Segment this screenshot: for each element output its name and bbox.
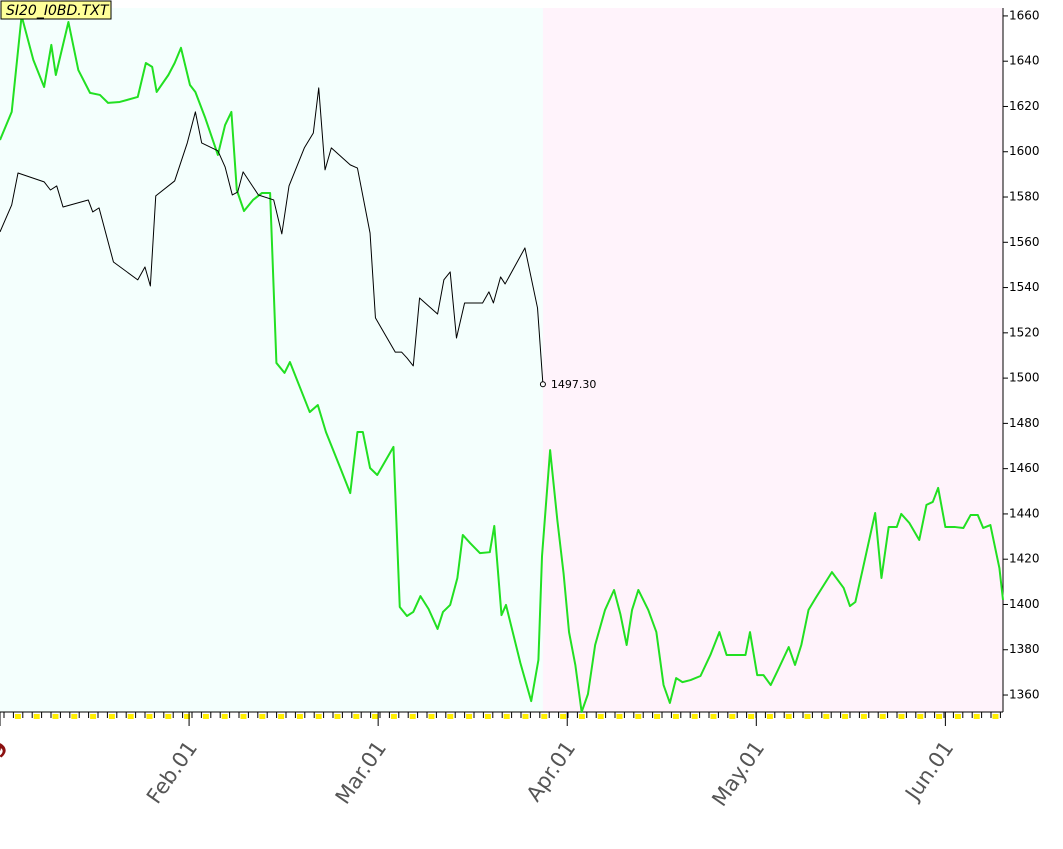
- y-tick-label: 1540: [1009, 280, 1040, 294]
- shaded-region: [0, 8, 543, 712]
- day-marker: [372, 714, 379, 719]
- shaded-region: [542, 8, 1003, 712]
- day-marker: [522, 714, 529, 719]
- day-marker: [973, 714, 980, 719]
- day-marker: [597, 714, 604, 719]
- day-marker: [560, 714, 567, 719]
- day-marker: [127, 714, 134, 719]
- day-marker: [484, 714, 491, 719]
- day-marker: [804, 714, 811, 719]
- point-marker: [539, 381, 546, 388]
- x-tick-label: Jun.01: [900, 737, 959, 807]
- series-line: [0, 14, 1004, 713]
- day-marker: [447, 714, 454, 719]
- y-tick-label: 1560: [1009, 235, 1040, 249]
- y-tick-label: 1360: [1009, 688, 1040, 702]
- day-marker: [390, 714, 397, 719]
- day-marker: [52, 714, 59, 719]
- y-tick-label: 1460: [1009, 461, 1040, 475]
- y-tick-label: 1620: [1009, 99, 1040, 113]
- day-marker: [936, 714, 943, 719]
- day-marker: [710, 714, 717, 719]
- day-marker: [315, 714, 322, 719]
- day-marker: [616, 714, 623, 719]
- y-tick-label: 1500: [1009, 371, 1040, 385]
- x-tick-label: Mar.01: [331, 737, 391, 809]
- day-marker: [202, 714, 209, 719]
- y-tick-label: 1660: [1009, 8, 1040, 22]
- day-marker: [748, 714, 755, 719]
- y-tick-label: 1520: [1009, 325, 1040, 339]
- x-tick-label: Apr.01: [522, 737, 581, 806]
- day-marker: [259, 714, 266, 719]
- day-marker: [541, 714, 548, 719]
- day-marker: [578, 714, 585, 719]
- x-tick-label: 19: [0, 737, 13, 775]
- day-marker: [992, 714, 999, 719]
- day-marker: [823, 714, 830, 719]
- day-marker: [296, 714, 303, 719]
- day-marker: [766, 714, 773, 719]
- y-tick-label: 1480: [1009, 416, 1040, 430]
- day-marker: [672, 714, 679, 719]
- y-tick-label: 1440: [1009, 506, 1040, 520]
- day-marker: [71, 714, 78, 719]
- background: [0, 8, 1003, 712]
- series-line: [0, 87, 544, 385]
- day-marker: [785, 714, 792, 719]
- day-marker: [729, 714, 736, 719]
- plot: [0, 14, 1004, 713]
- day-marker: [108, 714, 115, 719]
- day-marker: [879, 714, 886, 719]
- day-marker: [90, 714, 97, 719]
- day-marker: [954, 714, 961, 719]
- value-label: 1497.30: [551, 378, 597, 391]
- day-marker: [635, 714, 642, 719]
- y-tick-label: 1380: [1009, 642, 1040, 656]
- day-marker: [334, 714, 341, 719]
- x-tick-label: May.01: [707, 737, 769, 811]
- day-marker: [503, 714, 510, 719]
- day-marker: [409, 714, 416, 719]
- title-box: [0, 0, 112, 20]
- day-marker: [165, 714, 172, 719]
- day-marker: [278, 714, 285, 719]
- day-marker: [14, 714, 21, 719]
- chart-title: SI20_I0BD.TXT: [6, 3, 110, 19]
- day-marker: [898, 714, 905, 719]
- y-tick-label: 1420: [1009, 552, 1040, 566]
- day-marker: [917, 714, 924, 719]
- day-marker: [33, 714, 40, 719]
- day-marker: [146, 714, 153, 719]
- day-marker: [842, 714, 849, 719]
- day-marker: [184, 714, 191, 719]
- y-tick-label: 1580: [1009, 190, 1040, 204]
- y-tick-label: 1640: [1009, 54, 1040, 68]
- y-tick-label: 1400: [1009, 597, 1040, 611]
- day-marker: [466, 714, 473, 719]
- day-marker: [654, 714, 661, 719]
- day-marker: [221, 714, 228, 719]
- day-marker: [353, 714, 360, 719]
- y-tick-label: 1600: [1009, 144, 1040, 158]
- day-marker: [428, 714, 435, 719]
- day-marker: [691, 714, 698, 719]
- x-tick-label: Feb.01: [142, 737, 202, 809]
- day-marker: [240, 714, 247, 719]
- day-marker: [860, 714, 867, 719]
